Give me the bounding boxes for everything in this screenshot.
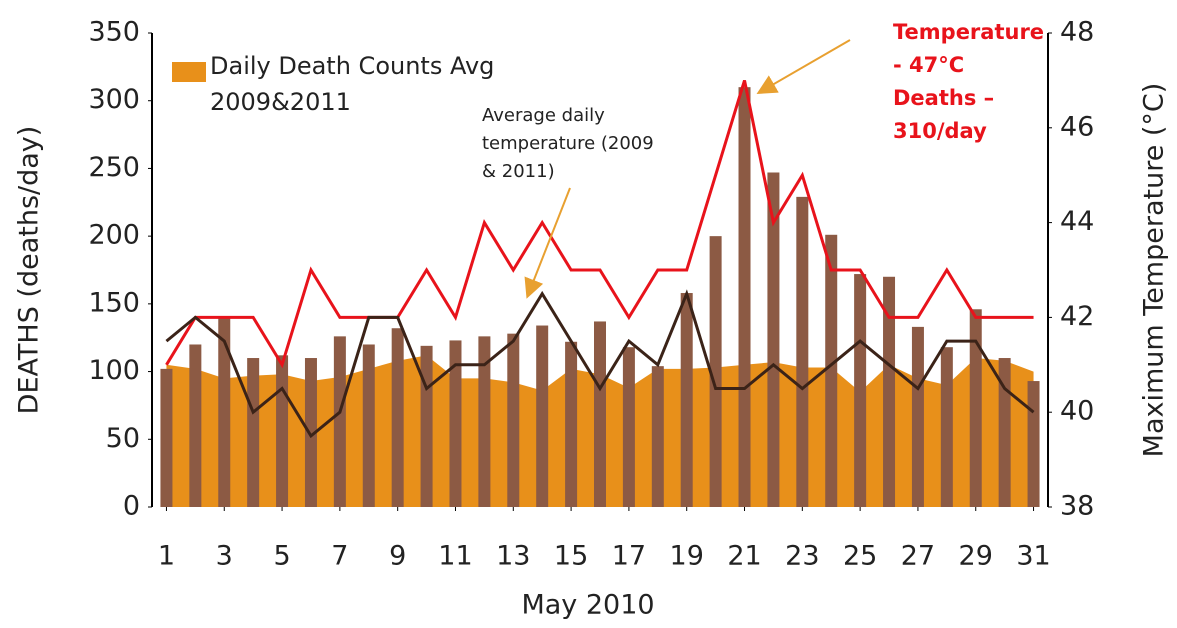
y-tick-label: 250 xyxy=(88,152,140,183)
y2-axis-title: Maximum Temperature (°C) xyxy=(1139,83,1170,458)
x-tick-label: 1 xyxy=(158,541,175,572)
x-tick-label: 11 xyxy=(438,541,472,572)
bar xyxy=(160,368,173,507)
annotation-line: Temperature xyxy=(893,20,1045,44)
bar xyxy=(825,234,838,507)
x-tick-label: 21 xyxy=(727,541,761,572)
annotation: Average daily temperature (2009 & 2011) xyxy=(482,102,654,186)
x-tick-label: 3 xyxy=(216,541,233,572)
bar xyxy=(304,358,317,507)
legend-label: Daily Death Counts Avg 2009&2011 xyxy=(210,52,495,116)
x-tick-label: 31 xyxy=(1016,541,1050,572)
y-tick-label: 200 xyxy=(88,220,140,251)
x-axis-title: May 2010 xyxy=(521,590,654,621)
annotation-arrow xyxy=(756,39,851,95)
bar xyxy=(218,317,231,507)
x-tick-label: 13 xyxy=(496,541,530,572)
x-tick-label: 5 xyxy=(273,541,290,572)
x-tick-label: 23 xyxy=(785,541,819,572)
annotation-arrow xyxy=(524,187,571,299)
bar xyxy=(998,358,1011,507)
bar xyxy=(854,274,867,507)
bar xyxy=(189,344,202,507)
x-tick-label: 27 xyxy=(901,541,935,572)
bar xyxy=(651,366,664,507)
bar xyxy=(940,347,953,507)
annotation-line: Deaths – xyxy=(893,86,995,110)
x-tick-label: 17 xyxy=(612,541,646,572)
x-tick-label: 9 xyxy=(389,541,406,572)
x-tick-label: 25 xyxy=(843,541,877,572)
y2-tick-label: 44 xyxy=(1060,206,1094,237)
annotation-line: & 2011) xyxy=(482,161,555,182)
annotation: Temperature - 47°C Deaths – 310/day xyxy=(893,16,1044,148)
bar xyxy=(565,341,578,507)
x-tick-label: 29 xyxy=(959,541,993,572)
x-tick-label: 15 xyxy=(554,541,588,572)
bar xyxy=(738,87,751,508)
y-tick-label: 300 xyxy=(88,84,140,115)
bar xyxy=(507,333,520,507)
x-tick-label: 19 xyxy=(670,541,704,572)
bar xyxy=(362,344,375,507)
bar xyxy=(478,336,491,507)
bar xyxy=(622,347,635,507)
bar xyxy=(1027,381,1040,507)
annotation-line: - 47°C xyxy=(893,53,965,77)
bar xyxy=(911,326,924,507)
bar xyxy=(276,355,289,507)
y-tick-label: 0 xyxy=(123,491,140,522)
y2-tick-label: 46 xyxy=(1060,111,1094,142)
annotation-line: 310/day xyxy=(893,119,987,143)
bar xyxy=(969,309,982,507)
bar xyxy=(796,196,809,507)
bar xyxy=(883,276,896,507)
bar xyxy=(767,172,780,507)
bar xyxy=(247,358,260,507)
legend-swatch xyxy=(172,62,206,82)
y2-tick-label: 38 xyxy=(1060,491,1094,522)
y-axis-title: DEATHS (deaths/day) xyxy=(14,126,45,415)
y-tick-label: 50 xyxy=(106,423,140,454)
y2-tick-label: 42 xyxy=(1060,301,1094,332)
bar xyxy=(709,236,722,507)
bar xyxy=(536,325,549,507)
bar xyxy=(680,293,693,507)
bar xyxy=(333,336,346,507)
y2-tick-label: 40 xyxy=(1060,396,1094,427)
plot xyxy=(160,79,1040,508)
bar xyxy=(449,340,462,507)
bar xyxy=(420,345,433,507)
y2-tick-label: 48 xyxy=(1060,17,1094,48)
bar xyxy=(391,328,404,507)
bar xyxy=(594,321,606,507)
y-tick-label: 350 xyxy=(88,17,140,48)
x-tick-label: 7 xyxy=(331,541,348,572)
line xyxy=(165,79,1034,369)
annotation-line: temperature (2009 xyxy=(482,133,654,154)
y-tick-label: 100 xyxy=(88,355,140,386)
annotation-line: Average daily xyxy=(482,105,605,126)
line xyxy=(165,289,1035,439)
y-tick-label: 150 xyxy=(88,287,140,318)
